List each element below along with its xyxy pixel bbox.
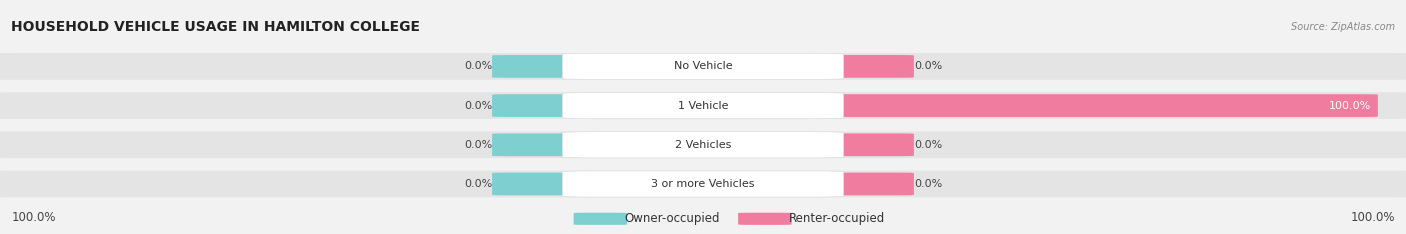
Text: 0.0%: 0.0%	[914, 61, 942, 71]
Text: No Vehicle: No Vehicle	[673, 61, 733, 71]
Text: 2 Vehicles: 2 Vehicles	[675, 140, 731, 150]
FancyBboxPatch shape	[0, 171, 1406, 197]
Text: 100.0%: 100.0%	[1350, 211, 1395, 224]
Text: 100.0%: 100.0%	[11, 211, 56, 224]
FancyBboxPatch shape	[562, 171, 844, 197]
FancyBboxPatch shape	[492, 55, 612, 78]
Text: Renter-occupied: Renter-occupied	[789, 212, 884, 225]
FancyBboxPatch shape	[0, 53, 1406, 80]
Text: 0.0%: 0.0%	[914, 140, 942, 150]
Text: Owner-occupied: Owner-occupied	[624, 212, 720, 225]
Text: 3 or more Vehicles: 3 or more Vehicles	[651, 179, 755, 189]
Text: 1 Vehicle: 1 Vehicle	[678, 101, 728, 111]
FancyBboxPatch shape	[562, 92, 844, 119]
FancyBboxPatch shape	[0, 132, 1406, 158]
Text: 0.0%: 0.0%	[464, 61, 492, 71]
FancyBboxPatch shape	[492, 94, 612, 117]
FancyBboxPatch shape	[492, 173, 612, 195]
Text: 0.0%: 0.0%	[914, 179, 942, 189]
Text: 100.0%: 100.0%	[1329, 101, 1371, 111]
FancyBboxPatch shape	[738, 213, 792, 225]
Text: Source: ZipAtlas.com: Source: ZipAtlas.com	[1291, 22, 1395, 32]
Text: 0.0%: 0.0%	[464, 140, 492, 150]
FancyBboxPatch shape	[562, 53, 844, 80]
FancyBboxPatch shape	[0, 92, 1406, 119]
FancyBboxPatch shape	[562, 132, 844, 158]
FancyBboxPatch shape	[794, 133, 914, 156]
FancyBboxPatch shape	[794, 55, 914, 78]
Text: 0.0%: 0.0%	[464, 101, 492, 111]
FancyBboxPatch shape	[574, 213, 627, 225]
Text: 0.0%: 0.0%	[464, 179, 492, 189]
FancyBboxPatch shape	[492, 133, 612, 156]
Text: HOUSEHOLD VEHICLE USAGE IN HAMILTON COLLEGE: HOUSEHOLD VEHICLE USAGE IN HAMILTON COLL…	[11, 20, 420, 34]
FancyBboxPatch shape	[794, 173, 914, 195]
FancyBboxPatch shape	[794, 94, 1378, 117]
